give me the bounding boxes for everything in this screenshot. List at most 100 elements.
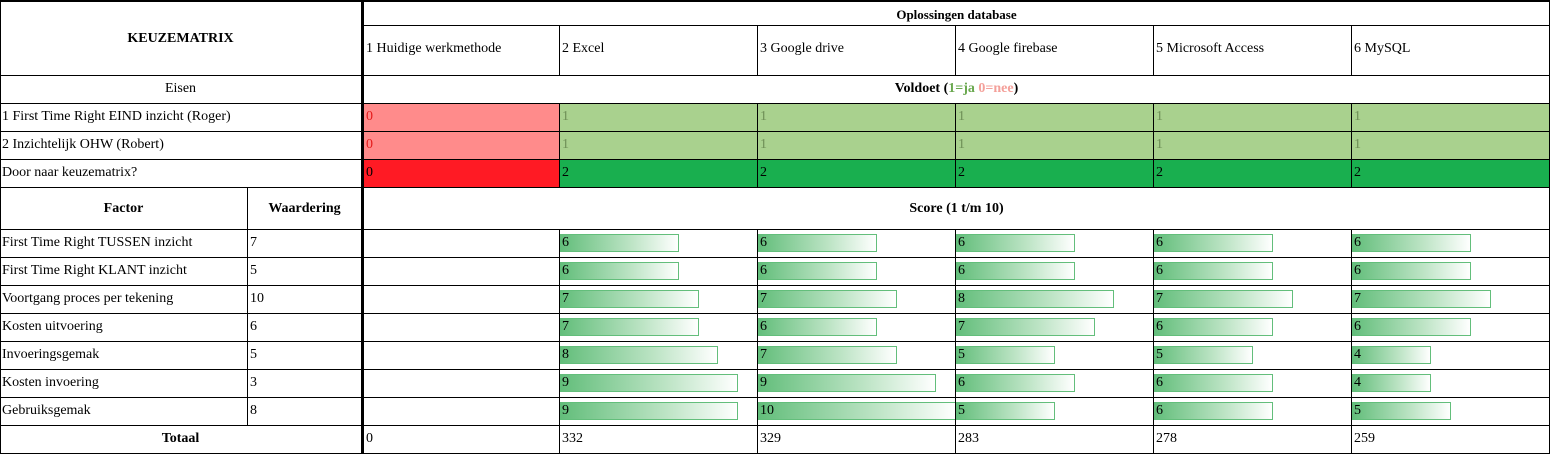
door-label-cell[interactable]: Door naar keuzematrix? <box>0 160 362 188</box>
solution-header-2[interactable]: 2 Excel <box>560 26 758 76</box>
factor-name-cell[interactable]: Voortgang proces per tekening <box>0 286 248 314</box>
score-cell[interactable]: 5 <box>956 398 1154 426</box>
score-cell[interactable]: 6 <box>956 258 1154 286</box>
score-cell-empty[interactable] <box>362 286 560 314</box>
solution-header-1[interactable]: 1 Huidige werkmethode <box>362 26 560 76</box>
solution-header-4[interactable]: 4 Google firebase <box>956 26 1154 76</box>
score-cell[interactable]: 6 <box>1154 314 1352 342</box>
requirement-value-cell[interactable]: 1 <box>758 132 956 160</box>
score-cell[interactable]: 5 <box>1154 342 1352 370</box>
factor-name: First Time Right KLANT inzicht <box>2 263 187 278</box>
score-cell[interactable]: 6 <box>560 258 758 286</box>
score-cell[interactable]: 6 <box>1154 258 1352 286</box>
factor-name-cell[interactable]: Invoeringsgemak <box>0 342 248 370</box>
score-cell[interactable]: 9 <box>560 398 758 426</box>
eisen-cell[interactable]: Eisen <box>0 76 362 104</box>
score-value: 8 <box>562 347 569 362</box>
requirement-value-cell[interactable]: 0 <box>362 104 560 132</box>
requirement-value-cell[interactable]: 1 <box>560 132 758 160</box>
waardering-header-cell[interactable]: Waardering <box>248 188 362 230</box>
total-value-cell[interactable]: 278 <box>1154 426 1352 454</box>
score-cell[interactable]: 6 <box>1154 230 1352 258</box>
requirement-value-cell[interactable]: 0 <box>362 132 560 160</box>
score-cell-empty[interactable] <box>362 398 560 426</box>
score-cell-empty[interactable] <box>362 314 560 342</box>
score-cell[interactable]: 6 <box>758 230 956 258</box>
factor-header-cell[interactable]: Factor <box>0 188 248 230</box>
door-value-cell[interactable]: 2 <box>560 160 758 188</box>
total-value-cell[interactable]: 329 <box>758 426 956 454</box>
score-cell[interactable]: 9 <box>560 370 758 398</box>
factor-waardering-cell[interactable]: 5 <box>248 342 362 370</box>
score-cell[interactable]: 8 <box>956 286 1154 314</box>
score-header-cell[interactable]: Score (1 t/m 10) <box>362 188 1550 230</box>
score-cell[interactable]: 10 <box>758 398 956 426</box>
score-cell[interactable]: 7 <box>1154 286 1352 314</box>
door-value-cell[interactable]: 0 <box>362 160 560 188</box>
requirement-label-cell[interactable]: 1 First Time Right EIND inzicht (Roger) <box>0 104 362 132</box>
factor-waardering-cell[interactable]: 6 <box>248 314 362 342</box>
score-cell[interactable]: 6 <box>758 314 956 342</box>
score-cell-empty[interactable] <box>362 370 560 398</box>
score-cell[interactable]: 6 <box>1154 398 1352 426</box>
score-cell[interactable]: 7 <box>560 286 758 314</box>
factor-waardering-cell[interactable]: 8 <box>248 398 362 426</box>
score-cell[interactable]: 6 <box>560 230 758 258</box>
score-cell-empty[interactable] <box>362 230 560 258</box>
score-cell[interactable]: 6 <box>956 370 1154 398</box>
solution-header-5[interactable]: 5 Microsoft Access <box>1154 26 1352 76</box>
score-cell[interactable]: 4 <box>1352 342 1550 370</box>
score-cell[interactable]: 6 <box>1352 230 1550 258</box>
factor-waardering-cell[interactable]: 10 <box>248 286 362 314</box>
score-cell[interactable]: 6 <box>1154 370 1352 398</box>
score-cell[interactable]: 7 <box>758 342 956 370</box>
door-value-cell[interactable]: 2 <box>758 160 956 188</box>
solutions-header-cell[interactable]: Oplossingen database <box>362 0 1550 26</box>
total-value-cell[interactable]: 259 <box>1352 426 1550 454</box>
score-cell[interactable]: 7 <box>560 314 758 342</box>
requirement-value-cell[interactable]: 1 <box>758 104 956 132</box>
requirement-value-cell[interactable]: 1 <box>1352 132 1550 160</box>
score-cell[interactable]: 6 <box>1352 258 1550 286</box>
voldoet-cell[interactable]: Voldoet (1=ja 0=nee) <box>362 76 1550 104</box>
score-cell[interactable]: 5 <box>956 342 1154 370</box>
score-cell-empty[interactable] <box>362 342 560 370</box>
factor-waardering-cell[interactable]: 5 <box>248 258 362 286</box>
factor-name-cell[interactable]: Gebruiksgemak <box>0 398 248 426</box>
totaal-label-cell[interactable]: Totaal <box>0 426 362 454</box>
score-cell[interactable]: 9 <box>758 370 956 398</box>
score-cell[interactable]: 8 <box>560 342 758 370</box>
requirement-value-cell[interactable]: 1 <box>1154 132 1352 160</box>
score-cell[interactable]: 6 <box>758 258 956 286</box>
requirement-value: 0 <box>366 109 373 124</box>
factor-name-cell[interactable]: First Time Right KLANT inzicht <box>0 258 248 286</box>
requirement-label-cell[interactable]: 2 Inzichtelijk OHW (Robert) <box>0 132 362 160</box>
door-value-cell[interactable]: 2 <box>1352 160 1550 188</box>
score-cell[interactable]: 7 <box>1352 286 1550 314</box>
total-value-cell[interactable]: 0 <box>362 426 560 454</box>
requirement-value-cell[interactable]: 1 <box>956 132 1154 160</box>
score-cell[interactable]: 6 <box>1352 314 1550 342</box>
keuzematrix-title-cell[interactable]: KEUZEMATRIX <box>0 0 362 76</box>
factor-name-cell[interactable]: First Time Right TUSSEN inzicht <box>0 230 248 258</box>
door-value-cell[interactable]: 2 <box>956 160 1154 188</box>
solution-header-3[interactable]: 3 Google drive <box>758 26 956 76</box>
score-cell[interactable]: 7 <box>758 286 956 314</box>
factor-waardering-cell[interactable]: 7 <box>248 230 362 258</box>
factor-waardering-cell[interactable]: 3 <box>248 370 362 398</box>
requirement-value-cell[interactable]: 1 <box>1352 104 1550 132</box>
requirement-value-cell[interactable]: 1 <box>560 104 758 132</box>
factor-name-cell[interactable]: Kosten uitvoering <box>0 314 248 342</box>
total-value-cell[interactable]: 332 <box>560 426 758 454</box>
score-cell[interactable]: 4 <box>1352 370 1550 398</box>
score-cell[interactable]: 5 <box>1352 398 1550 426</box>
score-cell-empty[interactable] <box>362 258 560 286</box>
score-cell[interactable]: 6 <box>956 230 1154 258</box>
door-value-cell[interactable]: 2 <box>1154 160 1352 188</box>
score-cell[interactable]: 7 <box>956 314 1154 342</box>
factor-name-cell[interactable]: Kosten invoering <box>0 370 248 398</box>
requirement-value-cell[interactable]: 1 <box>956 104 1154 132</box>
total-value-cell[interactable]: 283 <box>956 426 1154 454</box>
solution-header-6[interactable]: 6 MySQL <box>1352 26 1550 76</box>
requirement-value-cell[interactable]: 1 <box>1154 104 1352 132</box>
